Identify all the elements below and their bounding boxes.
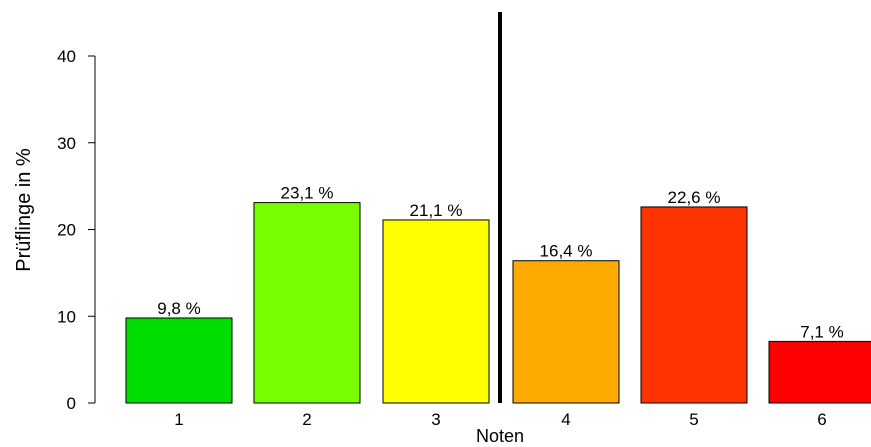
x-tick-label-2: 2 [302,410,311,429]
y-tick-label: 40 [57,47,76,66]
x-axis-title: Noten [476,426,524,446]
x-tick-label-6: 6 [817,410,826,429]
y-ticks: 0 10 20 30 40 [57,47,95,413]
data-label-6: 7,1 % [800,322,843,341]
y-tick-label: 0 [67,394,76,413]
y-tick-label: 10 [57,307,76,326]
bar-1 [125,317,233,404]
x-tick-label-5: 5 [689,410,698,429]
y-tick-label: 30 [57,134,76,153]
data-label-1: 9,8 % [157,299,200,318]
bars: 9,8 % 23,1 % 21,1 % 16,4 % 22,6 % 7,1 % [125,184,871,404]
bar-5 [640,206,748,404]
bar-2 [253,202,361,404]
x-tick-labels: 1 2 3 4 5 6 [174,410,826,429]
y-tick-label: 20 [57,221,76,240]
bar-4 [512,260,620,404]
data-label-4: 16,4 % [540,242,593,261]
x-tick-label-1: 1 [174,410,183,429]
bar-3 [382,219,490,404]
data-label-5: 22,6 % [668,188,721,207]
data-label-3: 21,1 % [410,201,463,220]
data-label-2: 23,1 % [281,184,334,203]
x-tick-label-4: 4 [561,410,570,429]
x-tick-label-3: 3 [431,410,440,429]
y-axis-title: Prüflinge in % [13,148,35,272]
bar-6 [768,340,871,404]
